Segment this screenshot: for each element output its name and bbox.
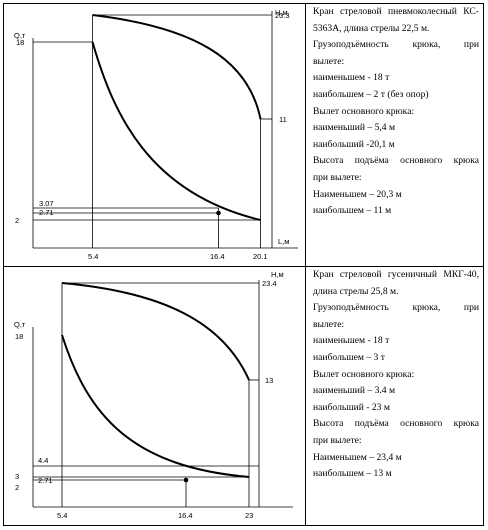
description-line: при вылете: — [313, 171, 362, 183]
description-line: при вылете: — [313, 434, 362, 446]
description-line: наибольший -20,1 м — [313, 138, 395, 150]
load-tick-3-0: 3 — [15, 472, 19, 481]
load-tick-2-71: 2.71 — [39, 208, 54, 217]
load-axis-label: Q,т — [14, 320, 26, 329]
load-tick-2-71: 2.71 — [38, 476, 53, 485]
x-tick-16-4: 16.4 — [178, 511, 193, 520]
description-line: длина стрелы 25,8 м. — [313, 285, 399, 297]
load-curve — [61, 334, 250, 478]
load-curve — [91, 41, 261, 221]
description-line: наименьшем - 18 т — [313, 72, 390, 84]
description-line: Высота подъёма основного крюка — [313, 418, 479, 430]
description-line: Наименьшем – 23,4 м — [313, 451, 402, 463]
chart-mkg40: Q,т H,м 18 4.4 3 2.71 2 23.4 13 5.4 16.4… — [14, 270, 293, 520]
description-line: наименьший – 3.4 м — [313, 385, 396, 397]
description-line: наибольший - 23 м — [313, 401, 390, 413]
x-tick-23: 23 — [245, 511, 253, 520]
description-line: наибольшем – 2 т (без опор) — [313, 88, 429, 100]
description-line: Грузоподъёмность крюка, при — [313, 39, 479, 51]
description-line: Наименьшем – 20,3 м — [313, 188, 402, 200]
row-divider — [3, 266, 484, 267]
description-line: наибольшем – 3 т — [313, 351, 385, 363]
height-axis-label: H,м — [271, 270, 284, 279]
x-tick-20-1: 20.1 — [253, 252, 268, 261]
load-tick-18: 18 — [15, 332, 23, 341]
description-line: 5363А, длина стрелы 22,5 м. — [313, 22, 430, 34]
load-tick-2-0: 2 — [15, 216, 19, 225]
load-axis-label: Q,т — [14, 31, 26, 40]
x-axis-label: L,м — [278, 237, 289, 246]
x-tick-5-4: 5.4 — [57, 511, 67, 520]
description-line: Высота подъёма основного крюка — [313, 155, 479, 167]
table-frame — [3, 3, 484, 526]
height-tick-11: 11 — [279, 115, 287, 124]
load-tick-4-4: 4.4 — [38, 456, 48, 465]
marker-point — [216, 210, 221, 216]
description-line: Кран стреловой гусеничный МКГ-40, — [313, 269, 479, 280]
height-axis-label: H,м — [275, 8, 288, 17]
chart-ks5363a: Q,т H,м L,м 18 3.07 2.71 2 20.3 11 5.4 1… — [14, 8, 298, 261]
description-line: вылете: — [313, 55, 345, 67]
height-tick-13: 13 — [265, 376, 273, 385]
height-tick-23-4: 23.4 — [262, 279, 277, 288]
description-line: вылете: — [313, 318, 345, 330]
description-line: наибольшем – 11 м — [313, 205, 392, 217]
description-line: Вылет основного крюка: — [313, 368, 415, 380]
height-tick-20-3: 20.3 — [275, 11, 290, 20]
load-tick-18: 18 — [16, 38, 24, 47]
description-line: наибольшем – 13 м — [313, 468, 392, 480]
description-ks5363a: Кран стреловой пневмоколесный КС- 5363А,… — [313, 4, 479, 220]
description-mkg40: Кран стреловой гусеничный МКГ-40, длина … — [313, 267, 479, 483]
column-divider — [305, 3, 306, 526]
description-line: Вылет основного крюка: — [313, 105, 415, 117]
load-tick-2-0: 2 — [15, 483, 19, 492]
description-line: наименьший – 5,4 м — [313, 122, 396, 134]
height-curve — [61, 282, 250, 381]
description-line: Грузоподъёмность крюка, при — [313, 302, 479, 314]
load-tick-3-07: 3.07 — [39, 199, 54, 208]
height-curve — [92, 14, 262, 120]
description-line: наименьшем - 18 т — [313, 335, 390, 347]
x-tick-5-4: 5.4 — [88, 252, 98, 261]
description-line: Кран стреловой пневмоколесный КС- — [313, 6, 479, 17]
marker-point — [183, 477, 189, 483]
x-tick-16-4: 16.4 — [210, 252, 225, 261]
